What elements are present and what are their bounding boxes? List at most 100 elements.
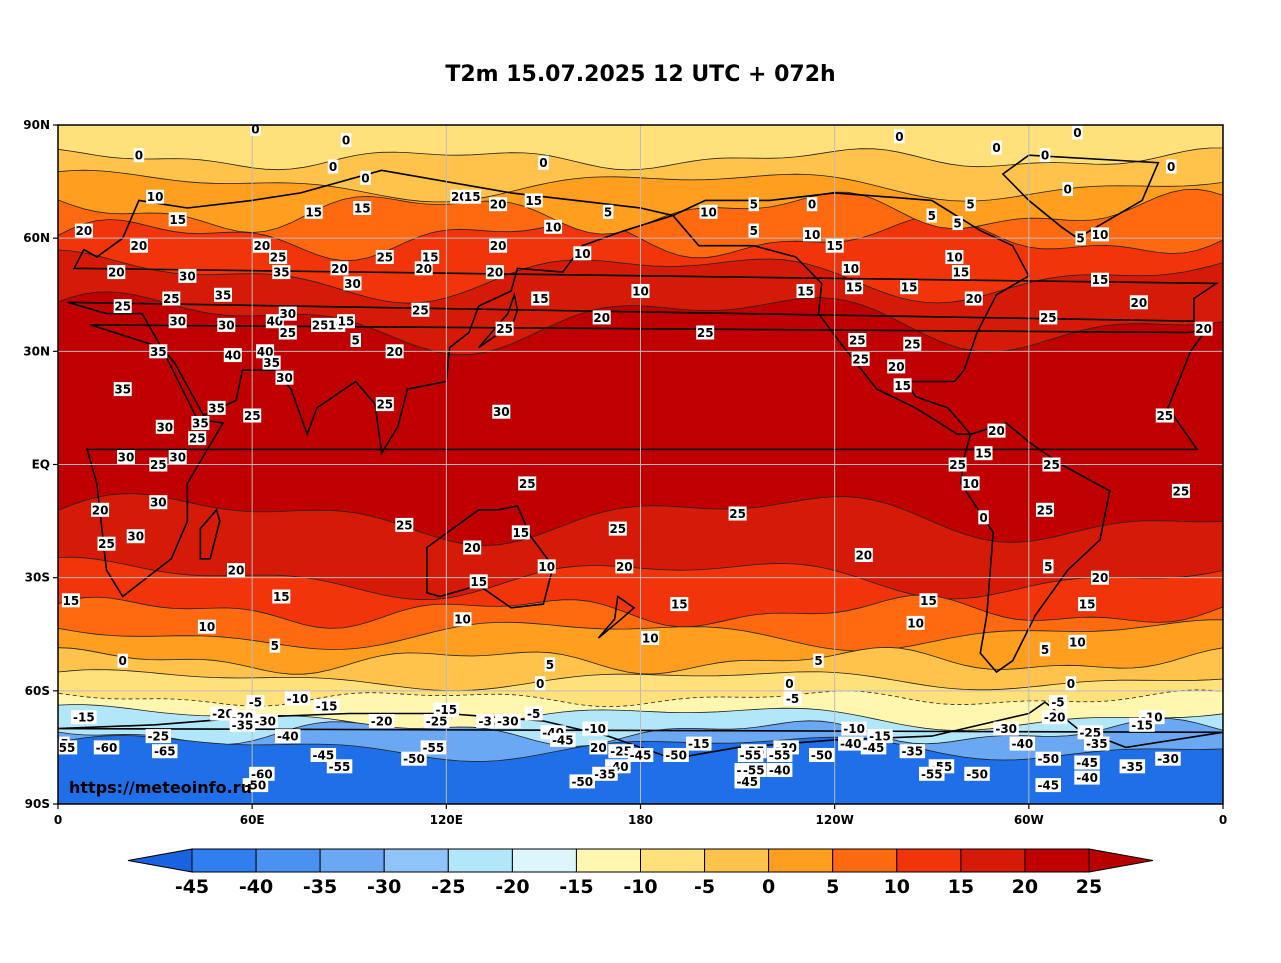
contour-label-bg — [1129, 295, 1148, 310]
contour-label-bg — [1039, 310, 1058, 325]
contour-label: 15 — [63, 594, 80, 608]
contour-label: -65 — [154, 745, 176, 759]
contour-label-bg — [97, 536, 116, 551]
colorbar-label: -30 — [367, 876, 401, 898]
contour-label: 30 — [279, 307, 296, 321]
contour-label-bg — [278, 306, 297, 321]
contour-label-bg — [58, 740, 78, 755]
contour-label-bg — [1155, 408, 1174, 423]
contour-label: 15 — [953, 266, 970, 280]
contour-label: 15 — [532, 292, 549, 306]
contour-label: -40 — [1012, 737, 1034, 751]
contour-label: 20 — [108, 266, 125, 280]
contour-label: -25 — [426, 715, 448, 729]
contour-label: 5 — [1041, 643, 1049, 657]
contour-label: 10 — [538, 560, 555, 574]
contour-label-bg — [1194, 321, 1213, 336]
contour-label-bg — [243, 408, 262, 423]
contour-label: 5 — [546, 658, 554, 672]
contour-label-bg — [252, 238, 271, 253]
contour-label: -5 — [249, 696, 262, 710]
contour-label: 0 — [1064, 183, 1072, 197]
contour-label-bg — [728, 506, 747, 521]
contour-label-bg — [489, 238, 508, 253]
contour-label: 25 — [1156, 409, 1173, 423]
contour-label-bg — [894, 129, 905, 144]
contour-label: 5 — [750, 198, 758, 212]
contour-label-bg — [993, 721, 1019, 736]
contour-label: 20 — [254, 239, 271, 253]
contour-label-bg — [589, 740, 608, 755]
contour-label: 15 — [354, 202, 371, 216]
contour-label-bg — [550, 732, 576, 747]
lon-tick-label: 120E — [430, 813, 463, 827]
contour-label: 20 — [386, 345, 403, 359]
contour-label-bg — [126, 529, 145, 544]
contour-label-bg — [1072, 125, 1083, 140]
contour-label-bg — [964, 766, 990, 781]
contour-label-bg — [340, 133, 352, 148]
contour-label: -15 — [869, 730, 891, 744]
contour-label: 20 — [988, 424, 1005, 438]
contour-label-bg — [469, 574, 488, 589]
contour-label-bg — [262, 355, 281, 370]
colorbar-segment — [447, 848, 513, 873]
contour-label-bg — [1036, 502, 1054, 517]
contour-label: 20 — [593, 311, 610, 325]
contour-label: -55 — [769, 749, 791, 763]
contour-label-bg — [269, 250, 288, 264]
contour-label-bg — [1074, 755, 1100, 770]
contour-label-bg — [926, 208, 937, 223]
colorbar: -45 -40 -35 -30 -25 -20 -15 -10 -5 0 5 10 15 20 25 — [127, 848, 1154, 898]
contour-label: 20 — [76, 224, 93, 238]
contour-label-bg — [1171, 483, 1190, 498]
contour-label-bg — [848, 333, 867, 347]
colorbar-segment — [1024, 848, 1090, 873]
contour-label-bg — [784, 676, 795, 691]
lon-tick-label: 120W — [816, 813, 854, 827]
contour-label-bg — [602, 204, 614, 219]
contour-label: -15 — [316, 699, 338, 713]
contour-label-bg — [168, 450, 187, 464]
contour-label: -40 — [769, 764, 791, 778]
contour-label: 35 — [192, 417, 209, 431]
contour-label-bg — [149, 495, 168, 510]
contour-label: -30 — [254, 715, 276, 729]
contour-label: 25 — [904, 337, 921, 351]
contour-label-bg — [149, 344, 168, 359]
contour-label: -60 — [251, 767, 273, 781]
contour-label-bg — [537, 559, 556, 574]
contour-label-bg — [825, 238, 844, 253]
contour-label-bg — [350, 333, 361, 347]
colorbar-segment — [832, 848, 898, 873]
contour-label-bg — [951, 265, 970, 280]
contour-label: 10 — [574, 247, 591, 261]
contour-label-bg — [1129, 717, 1155, 732]
coastline-0 — [86, 324, 1209, 598]
contour-label: 25 — [376, 251, 393, 265]
contour-label: -55 — [740, 749, 762, 763]
contour-label-bg — [272, 589, 291, 604]
lat-tick-label: EQ — [32, 458, 50, 472]
contour-label-bg — [670, 597, 689, 612]
contour-label-bg — [1166, 159, 1177, 174]
contour-label: 20 — [228, 564, 245, 578]
contour-label-bg — [987, 423, 1006, 438]
contour-label: 25 — [114, 300, 131, 314]
contour-label-bg — [420, 740, 447, 755]
contour-label-bg — [269, 638, 281, 653]
contour-label: 0 — [1073, 126, 1081, 140]
contour-label-bg — [1035, 751, 1061, 766]
contour-label-bg — [168, 314, 187, 329]
contour-label-bg — [900, 280, 919, 295]
contour-label: -45 — [552, 733, 574, 747]
contour-label-bg — [275, 370, 294, 385]
contour-label: -15 — [435, 703, 457, 717]
contour-label-bg — [1042, 457, 1061, 472]
contour-label: 0 — [119, 654, 127, 668]
contour-label: 30 — [156, 420, 173, 434]
contour-label-bg — [1068, 634, 1087, 649]
contour-label: -30 — [1157, 752, 1179, 766]
map-title: T2m 15.07.2025 12 UTC + 072h — [445, 62, 836, 87]
contour-label: -50 — [966, 767, 988, 781]
